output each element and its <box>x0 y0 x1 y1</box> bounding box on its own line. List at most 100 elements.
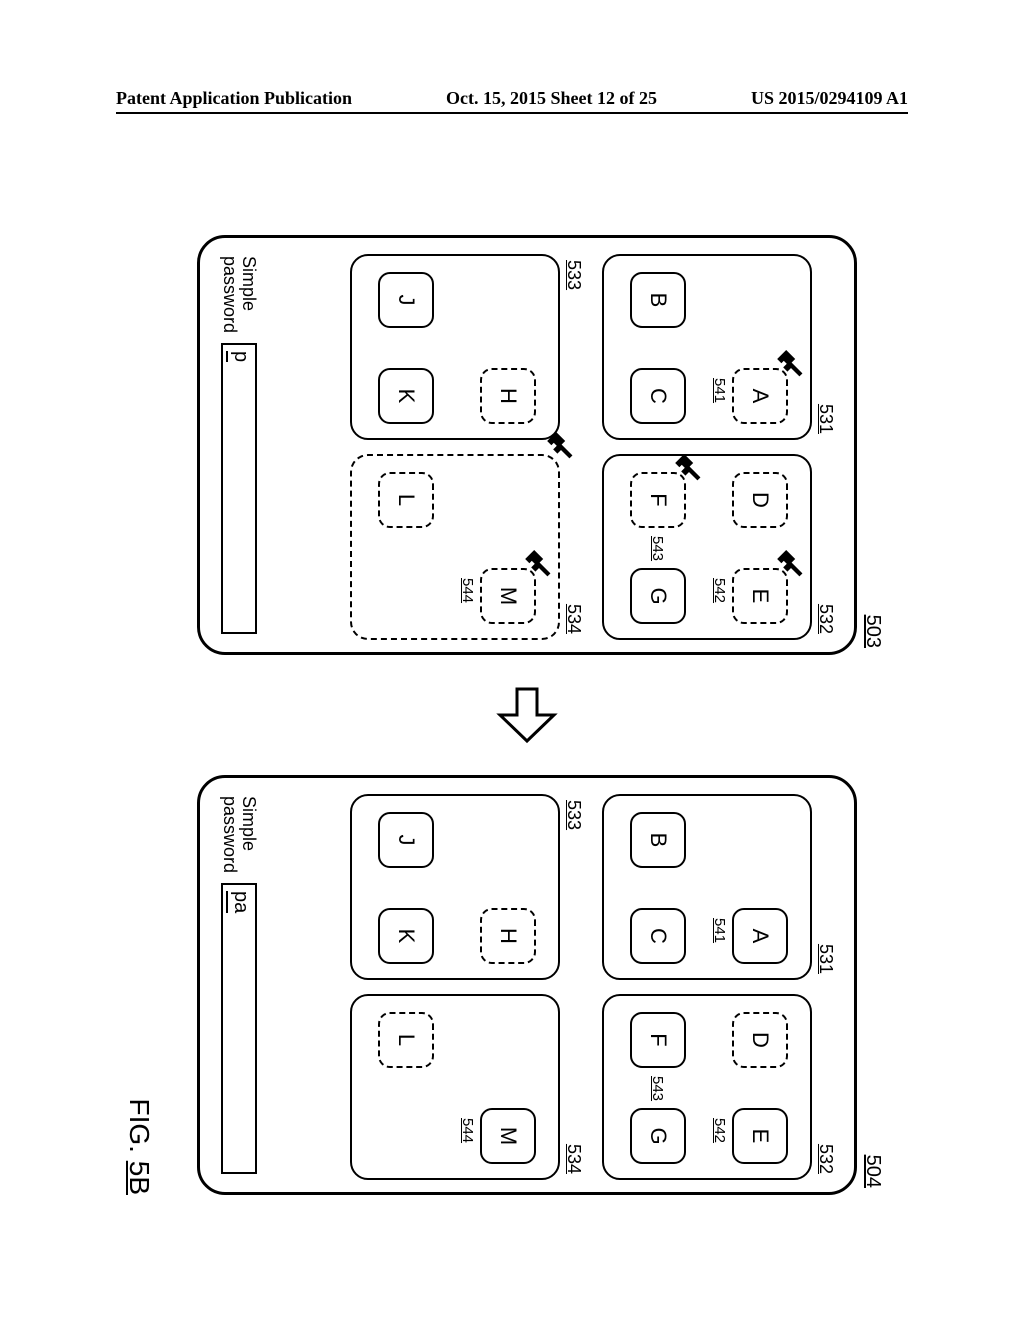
app-icon-j: J <box>378 812 434 868</box>
app-icon-h: H <box>480 368 536 424</box>
arrow-right-icon <box>492 685 562 745</box>
app-icon-a: A541 <box>732 368 788 424</box>
quadrant-ref-532: 532 <box>815 1144 836 1174</box>
header-center: Oct. 15, 2015 Sheet 12 of 25 <box>446 88 657 109</box>
screen-ref-504: 504 <box>861 1155 884 1188</box>
app-icon-d: D <box>732 1012 788 1068</box>
icon-ref-542: 542 <box>711 578 728 603</box>
app-icon-letter: A <box>747 929 773 944</box>
icon-ref-542: 542 <box>711 1118 728 1143</box>
hand-cursor-icon <box>774 548 808 582</box>
icon-ref-541: 541 <box>711 378 728 403</box>
app-icon-letter: K <box>393 389 419 404</box>
quadrant-ref-531: 531 <box>815 404 836 434</box>
page-header: Patent Application Publication Oct. 15, … <box>116 88 908 109</box>
quadrant-533: 533HJK <box>350 794 560 980</box>
hand-cursor-icon <box>774 348 808 382</box>
hand-cursor-icon <box>672 452 706 486</box>
quadrant-ref-534: 534 <box>563 1144 584 1174</box>
icon-ref-544: 544 <box>459 1118 476 1143</box>
figure-label: FIG. 5B <box>123 1099 155 1195</box>
password-row: Simplepassword pa <box>220 796 258 1174</box>
figure-label-prefix: FIG. <box>124 1099 155 1161</box>
app-icon-letter: H <box>495 388 521 404</box>
password-box: pa <box>221 883 257 1174</box>
figure-screens: 503531A541 BC532DE542 F543 G533HJK 534LM… <box>167 235 887 1195</box>
quadrant-534: 534LM544 <box>350 454 560 640</box>
app-icon-letter: H <box>495 928 521 944</box>
app-icon-l: L <box>378 472 434 528</box>
quadrant-533: 533HJK <box>350 254 560 440</box>
header-right: US 2015/0294109 A1 <box>751 88 908 109</box>
figure-5b: 503531A541 BC532DE542 F543 G533HJK 534LM… <box>127 215 897 1215</box>
app-icon-letter: D <box>747 1032 773 1048</box>
quadrant-ref-532: 532 <box>815 604 836 634</box>
app-icon-h: H <box>480 908 536 964</box>
app-icon-m: M544 <box>480 568 536 624</box>
header-left: Patent Application Publication <box>116 88 352 109</box>
app-icon-b: B <box>630 812 686 868</box>
app-icon-letter: F <box>645 1033 671 1046</box>
app-icon-a: A541 <box>732 908 788 964</box>
app-icon-letter: B <box>645 293 671 308</box>
app-icon-letter: E <box>747 1129 773 1144</box>
app-icon-letter: C <box>645 928 671 944</box>
app-icon-letter: G <box>645 1127 671 1144</box>
quadrant-ref-533: 533 <box>563 800 584 974</box>
hand-cursor-icon <box>774 548 808 582</box>
app-icon-j: J <box>378 272 434 328</box>
icon-ref-541: 541 <box>711 918 728 943</box>
app-icon-letter: D <box>747 492 773 508</box>
hand-cursor-icon <box>522 548 556 582</box>
app-icon-d: D <box>732 472 788 528</box>
app-icon-letter: G <box>645 587 671 604</box>
quadrant-532: 532DE542F543G <box>602 994 812 1180</box>
app-icon-letter: J <box>393 835 419 846</box>
app-icon-letter: B <box>645 833 671 848</box>
password-label: Simplepassword <box>220 796 258 873</box>
app-icon-letter: F <box>645 493 671 506</box>
quadrant-531: 531A541BC <box>602 794 812 980</box>
header-rule <box>116 112 908 114</box>
figure-label-num: 5B <box>124 1161 155 1195</box>
app-icon-c: C <box>630 908 686 964</box>
password-text: p <box>226 351 252 362</box>
hand-cursor-icon <box>672 452 706 486</box>
quadrant-532: 532DE542 F543 G <box>602 454 812 640</box>
password-box: p <box>221 343 257 634</box>
quadrant-ref-534: 534 <box>563 604 584 634</box>
app-icon-l: L <box>378 1012 434 1068</box>
password-label: Simplepassword <box>220 256 258 333</box>
password-row: Simplepassword p <box>220 256 258 634</box>
password-text: pa <box>226 891 252 913</box>
app-icon-letter: E <box>747 589 773 604</box>
app-icon-b: B <box>630 272 686 328</box>
quadrant-531: 531A541 BC <box>602 254 812 440</box>
device-screen-504: 504531A541BC532DE542F543G533HJK534LM544S… <box>197 775 857 1195</box>
icon-ref-544: 544 <box>459 578 476 603</box>
app-icon-letter: A <box>747 389 773 404</box>
app-icon-k: K <box>378 368 434 424</box>
app-icon-letter: M <box>495 1127 521 1145</box>
app-icon-letter: K <box>393 929 419 944</box>
app-icon-c: C <box>630 368 686 424</box>
app-icon-f: F543 <box>630 472 686 528</box>
app-icon-m: M544 <box>480 1108 536 1164</box>
app-icon-e: E542 <box>732 1108 788 1164</box>
quadrant-ref-531: 531 <box>815 944 836 974</box>
quadrant-534: 534LM544 <box>350 994 560 1180</box>
app-icon-letter: L <box>393 1034 419 1046</box>
app-icon-f: F543 <box>630 1012 686 1068</box>
hand-cursor-icon <box>522 548 556 582</box>
app-icon-e: E542 <box>732 568 788 624</box>
app-icon-letter: J <box>393 295 419 306</box>
app-icon-letter: C <box>645 388 671 404</box>
icon-ref-543: 543 <box>649 536 666 561</box>
app-icon-g: G <box>630 568 686 624</box>
hand-cursor-icon <box>774 348 808 382</box>
app-icon-g: G <box>630 1108 686 1164</box>
app-icon-letter: M <box>495 587 521 605</box>
app-icon-k: K <box>378 908 434 964</box>
app-icon-letter: L <box>393 494 419 506</box>
page: Patent Application Publication Oct. 15, … <box>0 0 1024 1320</box>
